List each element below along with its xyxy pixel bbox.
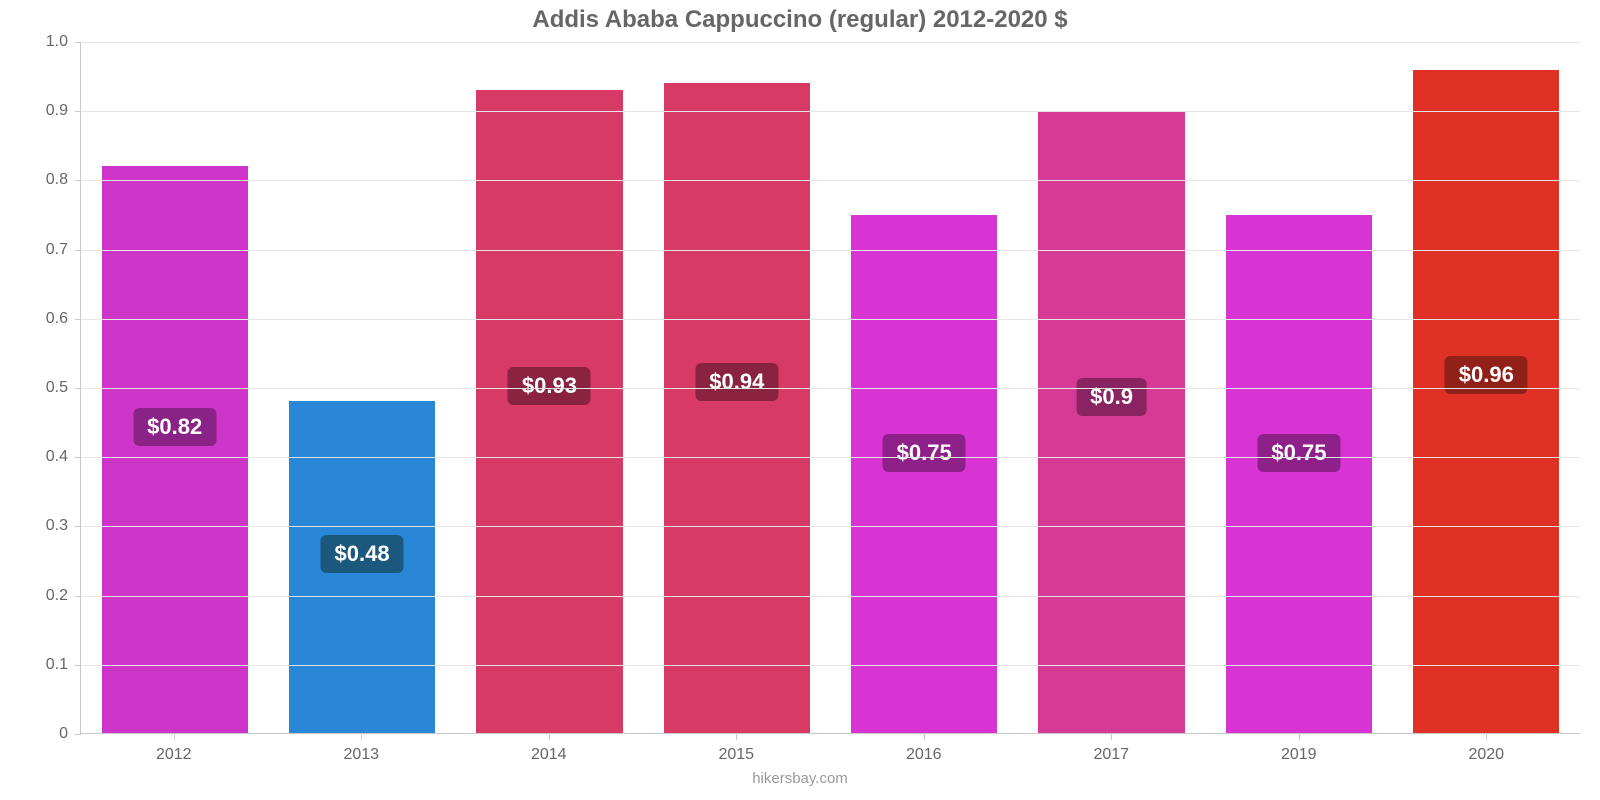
- bar: $0.93: [476, 90, 622, 733]
- x-tickmark: [924, 734, 925, 740]
- y-tick-label: 0.9: [0, 102, 68, 120]
- y-tick-label: 0.8: [0, 171, 68, 189]
- gridline: [81, 111, 1580, 112]
- y-tick-label: 0.5: [0, 379, 68, 397]
- y-tick-label: 0.6: [0, 310, 68, 328]
- y-tickmark: [75, 388, 81, 389]
- value-badge: $0.75: [1257, 434, 1340, 472]
- x-tick-label: 2019: [1281, 746, 1317, 764]
- bar: $0.82: [102, 166, 248, 733]
- x-tickmark: [1111, 734, 1112, 740]
- y-tickmark: [75, 250, 81, 251]
- chart-credit: hikersbay.com: [0, 770, 1600, 787]
- bar: $0.75: [1226, 215, 1372, 733]
- x-tick-label: 2016: [906, 746, 942, 764]
- value-badge: $0.75: [883, 434, 966, 472]
- y-tick-label: 0.7: [0, 241, 68, 259]
- y-tickmark: [75, 665, 81, 666]
- gridline: [81, 388, 1580, 389]
- y-tick-label: 0.4: [0, 448, 68, 466]
- x-tick-label: 2020: [1468, 746, 1504, 764]
- gridline: [81, 250, 1580, 251]
- plot-area: $0.82 $0.48 $0.93 $0.94 $0.75 $0.9 $0.75 $0.96: [80, 42, 1580, 734]
- value-badge: $0.48: [321, 535, 404, 573]
- y-tickmark: [75, 319, 81, 320]
- y-tickmark: [75, 111, 81, 112]
- x-tick-label: 2014: [531, 746, 567, 764]
- gridline: [81, 319, 1580, 320]
- gridline: [81, 665, 1580, 666]
- chart-title: Addis Ababa Cappuccino (regular) 2012-20…: [0, 6, 1600, 34]
- bar: $0.48: [289, 401, 435, 733]
- y-tickmark: [75, 42, 81, 43]
- y-tick-label: 0.3: [0, 517, 68, 535]
- gridline: [81, 457, 1580, 458]
- x-tick-label: 2015: [718, 746, 754, 764]
- y-tickmark: [75, 526, 81, 527]
- value-badge: $0.93: [508, 367, 591, 405]
- bar: $0.75: [851, 215, 997, 733]
- x-tickmark: [361, 734, 362, 740]
- x-tickmark: [549, 734, 550, 740]
- y-tick-label: 1.0: [0, 33, 68, 51]
- y-tickmark: [75, 596, 81, 597]
- x-tickmark: [174, 734, 175, 740]
- x-tickmark: [736, 734, 737, 740]
- chart-container: Addis Ababa Cappuccino (regular) 2012-20…: [0, 0, 1600, 800]
- y-tick-label: 0.1: [0, 656, 68, 674]
- gridline: [81, 596, 1580, 597]
- value-badge: $0.9: [1076, 378, 1147, 416]
- x-tickmark: [1486, 734, 1487, 740]
- x-tick-label: 2012: [156, 746, 192, 764]
- value-badge: $0.94: [695, 363, 778, 401]
- gridline: [81, 526, 1580, 527]
- gridline: [81, 180, 1580, 181]
- gridline: [81, 42, 1580, 43]
- bar: $0.9: [1038, 111, 1184, 733]
- y-tick-label: 0.2: [0, 587, 68, 605]
- x-tick-label: 2017: [1093, 746, 1129, 764]
- y-tickmark: [75, 734, 81, 735]
- x-tick-label: 2013: [343, 746, 379, 764]
- bar: $0.96: [1413, 70, 1559, 733]
- y-tick-label: 0: [0, 725, 68, 743]
- x-tickmark: [1299, 734, 1300, 740]
- y-tickmark: [75, 180, 81, 181]
- value-badge: $0.82: [133, 408, 216, 446]
- y-tickmark: [75, 457, 81, 458]
